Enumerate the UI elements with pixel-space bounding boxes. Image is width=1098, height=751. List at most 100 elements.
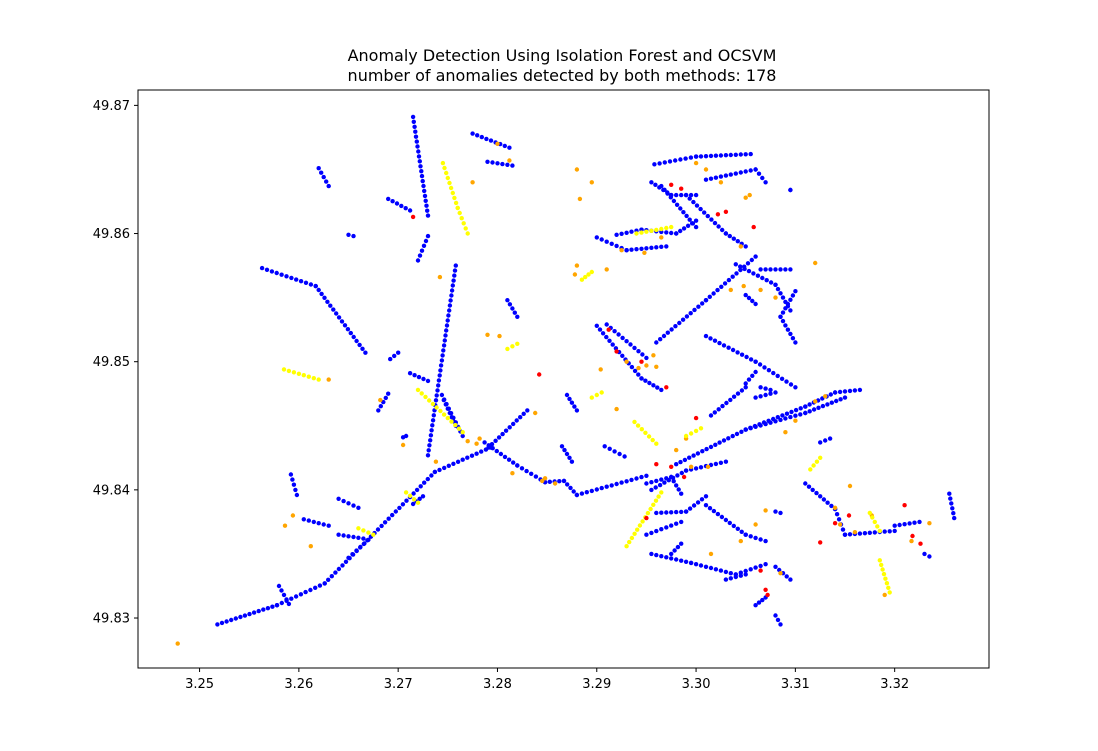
point-ocsvm: [870, 515, 875, 520]
point-normal: [662, 480, 667, 485]
point-normal: [788, 577, 793, 582]
point-normal: [600, 331, 606, 336]
point-normal: [512, 310, 517, 315]
point-isolation-forest: [882, 592, 887, 598]
point-normal: [775, 373, 780, 379]
point-normal: [215, 622, 220, 627]
point-isolation-forest: [604, 267, 609, 272]
point-normal: [634, 247, 639, 252]
x-tick-label: 3.26: [284, 677, 313, 692]
point-normal: [628, 342, 633, 347]
point-normal: [662, 187, 667, 192]
point-normal: [775, 286, 781, 292]
point-ocsvm: [448, 185, 454, 191]
point-isolation-forest: [574, 263, 580, 268]
point-normal: [614, 243, 619, 249]
point-normal: [386, 196, 391, 202]
point-normal: [680, 317, 686, 322]
point-ocsvm: [311, 376, 316, 381]
point-normal: [505, 162, 510, 167]
point-normal: [688, 155, 694, 160]
point-normal: [810, 487, 815, 493]
point-normal: [691, 503, 697, 508]
point-normal: [502, 143, 507, 149]
point-normal: [674, 231, 679, 236]
point-normal: [696, 304, 701, 309]
point-normal: [807, 409, 812, 414]
point-normal: [811, 407, 817, 412]
x-tick-label: 3.25: [185, 677, 214, 692]
point-normal: [622, 454, 627, 459]
point-normal: [475, 133, 480, 138]
point-normal: [529, 471, 534, 476]
point-normal: [693, 224, 699, 230]
point-normal: [659, 510, 664, 515]
point-normal: [654, 245, 659, 250]
point-normal: [425, 208, 430, 213]
point-normal: [784, 411, 790, 416]
x-axis: 3.25 3.26 3.27 3.28 3.29 3.30 3.31 3.32: [185, 668, 909, 692]
point-normal: [649, 180, 654, 185]
point-normal: [321, 522, 326, 527]
point-normal: [681, 210, 686, 215]
point-ocsvm: [291, 370, 297, 375]
point-normal: [842, 395, 848, 400]
point-normal: [793, 289, 798, 294]
point-normal: [678, 157, 683, 162]
point-both: [751, 224, 756, 230]
point-normal: [806, 484, 812, 489]
point-normal: [308, 587, 313, 593]
point-normal: [758, 385, 763, 390]
point-normal: [644, 355, 649, 361]
point-normal: [694, 203, 700, 208]
point-normal: [735, 350, 740, 355]
point-normal: [351, 334, 356, 340]
point-normal: [424, 203, 429, 208]
point-ocsvm: [286, 368, 292, 374]
point-normal: [840, 527, 846, 532]
point-normal: [738, 170, 743, 175]
point-normal: [452, 268, 458, 273]
point-normal: [665, 191, 670, 196]
point-normal: [421, 243, 427, 248]
point-normal: [664, 244, 669, 249]
point-normal: [669, 551, 674, 557]
point-normal: [649, 487, 654, 493]
point-normal: [720, 403, 725, 409]
x-tick-label: 3.28: [483, 677, 512, 692]
point-normal: [768, 387, 773, 393]
point-normal: [734, 271, 739, 276]
point-ocsvm: [644, 229, 649, 234]
point-ocsvm: [586, 272, 591, 277]
point-normal: [743, 169, 748, 174]
point-normal: [247, 611, 252, 617]
point-normal: [902, 522, 907, 527]
point-normal: [746, 268, 752, 274]
point-normal: [233, 616, 238, 621]
point-normal: [316, 521, 321, 526]
point-isolation-forest: [813, 260, 818, 266]
point-normal: [518, 415, 523, 420]
point-normal: [748, 534, 753, 539]
point-normal: [418, 164, 423, 169]
point-normal: [279, 272, 284, 277]
point-normal: [713, 153, 719, 158]
point-normal: [723, 459, 729, 464]
point-normal: [780, 295, 786, 300]
point-normal: [773, 390, 778, 395]
point-normal: [682, 457, 688, 463]
point-normal: [313, 585, 318, 590]
point-normal: [407, 208, 413, 213]
point-normal: [649, 480, 654, 485]
point-normal: [728, 152, 733, 158]
point-both: [614, 349, 619, 354]
point-normal: [407, 371, 413, 376]
point-normal: [281, 592, 287, 598]
point-normal: [356, 535, 361, 540]
point-normal: [821, 497, 827, 502]
point-normal: [567, 455, 572, 460]
point-normal: [730, 433, 735, 439]
point-normal: [659, 387, 664, 393]
point-normal: [778, 314, 783, 319]
point-normal: [400, 502, 406, 507]
